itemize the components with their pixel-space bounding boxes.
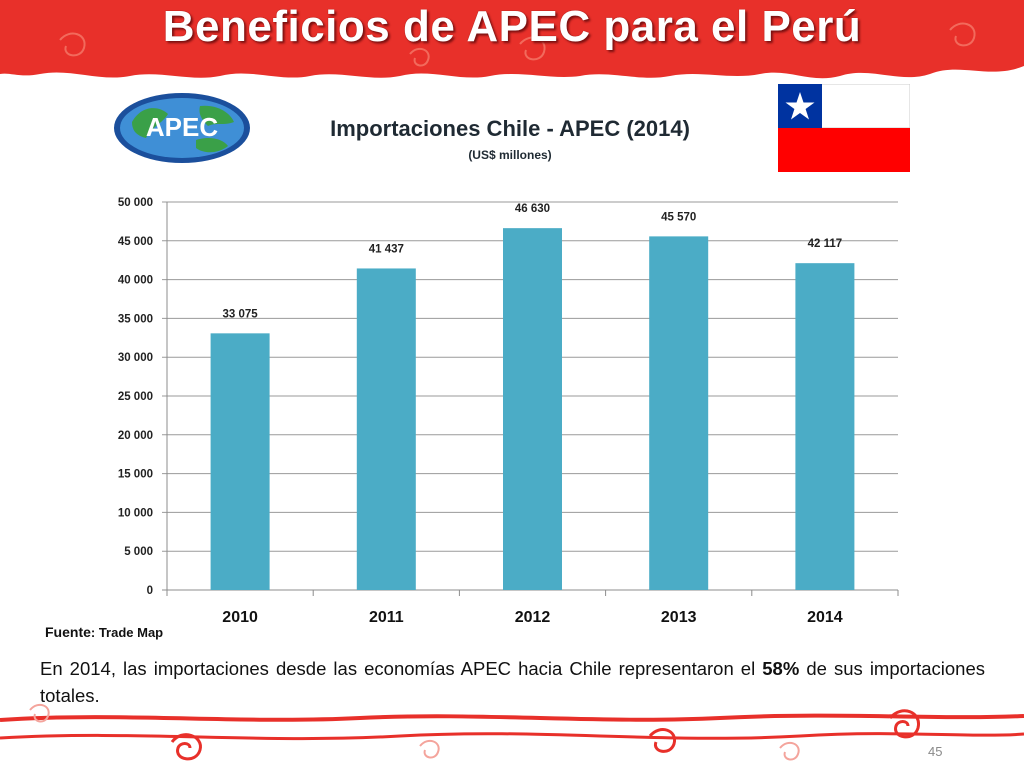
flag-star-icon: [785, 92, 815, 120]
y-tick-label: 15 000: [118, 469, 153, 481]
title-banner: [0, 0, 1024, 79]
bar-2011: [356, 268, 416, 590]
y-tick-label: 25 000: [118, 391, 153, 403]
data-label: 41 437: [369, 243, 404, 255]
bar-2012: [503, 228, 562, 591]
y-tick-label: 0: [147, 585, 153, 597]
y-tick-label: 5 000: [124, 546, 153, 558]
bar-2010: [210, 333, 270, 590]
apec-logo: APEC: [114, 93, 250, 163]
bar-2014: [795, 263, 855, 590]
y-tick-label: 30 000: [118, 352, 153, 364]
summary-text-after: de sus importaciones totales.: [40, 658, 985, 706]
summary-text-before: En 2014, las importaciones desde las eco…: [40, 658, 763, 679]
source-note: Fuente: Trade Map: [45, 624, 163, 640]
data-label: 42 117: [808, 238, 843, 250]
x-tick-label: 2014: [807, 609, 843, 626]
x-tick-label: 2011: [369, 609, 404, 626]
data-label: 46 630: [515, 203, 550, 215]
apec-logo-text: APEC: [146, 112, 218, 142]
chile-flag: [778, 84, 910, 172]
summary-paragraph: En 2014, las importaciones desde las eco…: [40, 655, 985, 709]
slide-title: Beneficios de APEC para el Perú: [162, 2, 862, 51]
page-number: 45: [928, 744, 943, 759]
x-tick-label: 2012: [515, 609, 551, 626]
bar-chart: 0 5 000 10 000 15 000 20 000 25 000 30 000 35 0…: [118, 197, 899, 626]
y-tick-label: 35 000: [118, 313, 153, 325]
source-label: Fuente: [45, 624, 91, 640]
chart-bars: [210, 228, 855, 591]
data-label: 33 075: [223, 308, 259, 320]
x-tick-label: 2010: [222, 609, 258, 626]
y-tick-label: 50 000: [118, 197, 153, 209]
y-tick-label: 40 000: [118, 275, 153, 287]
y-tick-label: 10 000: [118, 507, 153, 519]
y-tick-label: 45 000: [118, 236, 153, 248]
chart-subtitle: (US$ millones): [468, 148, 552, 162]
bar-2013: [649, 236, 709, 590]
data-label: 45 570: [661, 211, 696, 223]
chart-labels: 0 5 000 10 000 15 000 20 000 25 000 30 000 35 0…: [118, 197, 843, 626]
chart-title: Importaciones Chile - APEC (2014): [330, 116, 690, 141]
x-tick-label: 2013: [661, 609, 697, 626]
source-value: : Trade Map: [90, 625, 164, 640]
y-tick-label: 20 000: [118, 430, 153, 442]
summary-highlight: 58%: [762, 658, 800, 679]
footer-decoration: [0, 703, 1024, 761]
